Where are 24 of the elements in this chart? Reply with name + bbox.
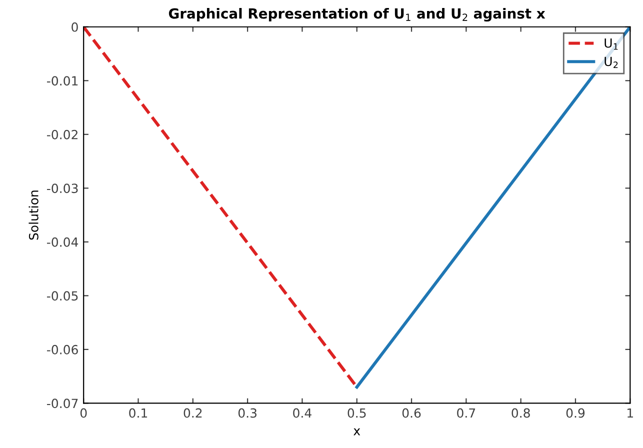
y-axis-title: Solution bbox=[28, 190, 38, 240]
legend-label: U$_{1}$ bbox=[604, 38, 618, 50]
chart-title: Graphical Representation of U$_{1}$ and U$_{2}$ against x bbox=[168, 8, 546, 22]
y-tick-label: -0.07 bbox=[47, 398, 78, 408]
x-tick-label: 0.7 bbox=[457, 408, 476, 418]
x-tick-label: 1 bbox=[628, 408, 633, 418]
legend-label: U$_{2}$ bbox=[604, 56, 618, 68]
x-tick-label: 0.1 bbox=[129, 408, 148, 418]
y-tick-label: -0.04 bbox=[47, 237, 78, 247]
x-tick-label: 0.5 bbox=[348, 408, 366, 418]
x-tick-label: 0.6 bbox=[402, 408, 421, 418]
x-tick-label: 0 bbox=[80, 408, 87, 418]
x-tick-label: 0.2 bbox=[184, 408, 202, 418]
x-tick-label: 0.3 bbox=[238, 408, 256, 418]
y-tick-label: -0.03 bbox=[47, 184, 78, 194]
x-tick-label: 0.9 bbox=[566, 408, 585, 418]
x-tick-label: 0.8 bbox=[512, 408, 530, 418]
y-tick-label: 0 bbox=[72, 22, 78, 32]
x-tick-label: 0.4 bbox=[293, 408, 312, 418]
y-tick-label: -0.06 bbox=[47, 344, 78, 354]
y-tick-label: -0.01 bbox=[47, 76, 78, 86]
x-axis-title: x bbox=[354, 428, 360, 436]
y-tick-label: -0.05 bbox=[47, 291, 78, 301]
y-tick-label: -0.02 bbox=[47, 130, 78, 140]
